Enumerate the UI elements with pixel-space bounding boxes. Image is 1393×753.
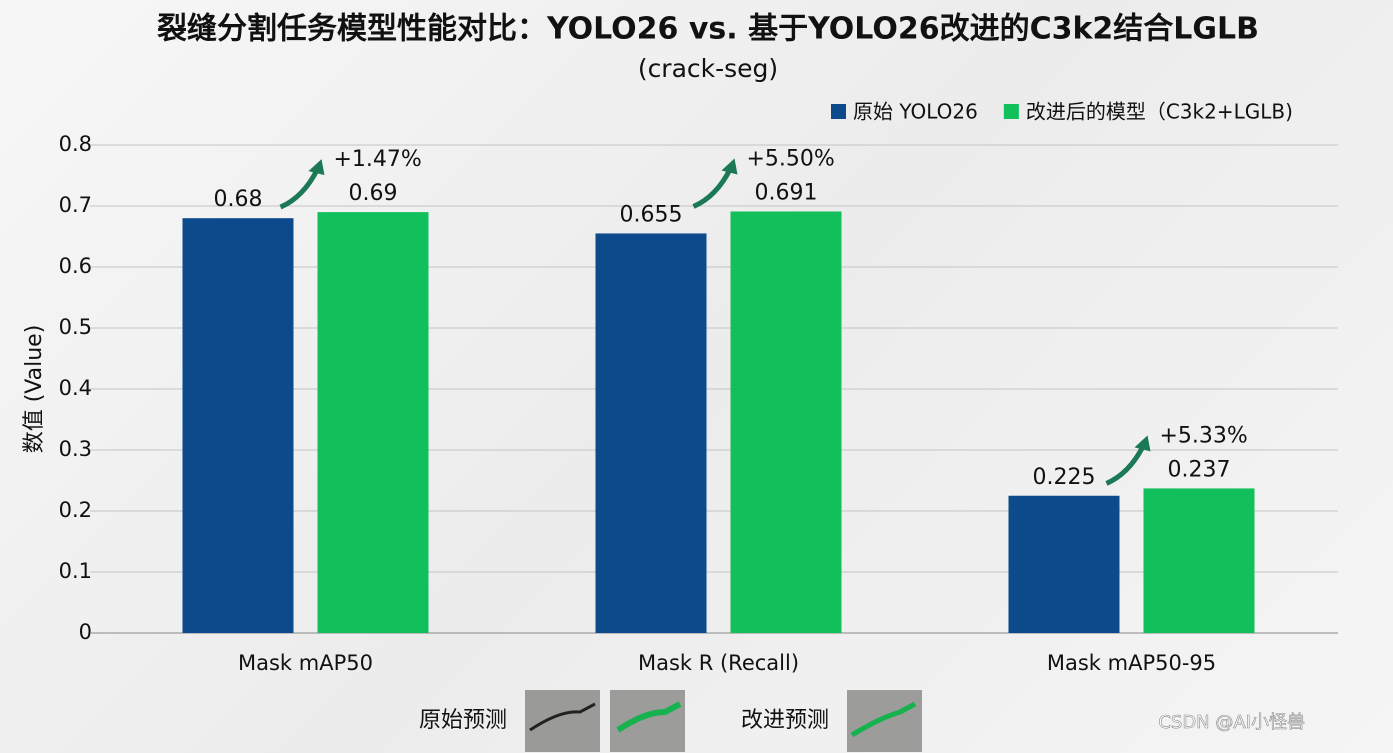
value-label: 0.69: [349, 181, 398, 206]
value-label: 0.655: [620, 202, 683, 227]
improvement-label: +1.47%: [334, 147, 422, 172]
watermark: CSDN @AI小怪兽: [1158, 712, 1305, 733]
value-label: 0.225: [1033, 465, 1096, 490]
y-tick-label: 0.3: [59, 437, 92, 461]
x-tick-label: Mask R (Recall): [638, 651, 799, 675]
crack: [850, 701, 917, 738]
sample-image: [525, 690, 600, 752]
trend-arrow: [1105, 444, 1146, 486]
y-tick-label: 0.5: [59, 315, 92, 339]
bar: [1143, 488, 1255, 633]
bar: [1008, 495, 1120, 633]
chart-title: 裂缝分割任务模型性能对比：YOLO26 vs. 基于YOLO26改进的C3k2结…: [157, 12, 1259, 47]
bar: [595, 233, 707, 633]
value-label: 0.691: [755, 180, 818, 205]
y-tick-label: 0.4: [59, 376, 92, 400]
crack: [616, 701, 682, 733]
trend-arrowhead: [721, 158, 738, 175]
y-tick-label: 0.6: [59, 254, 92, 278]
improvement-label: +5.33%: [1160, 423, 1248, 448]
chart-subtitle: (crack-seg): [638, 54, 778, 83]
bar: [182, 218, 294, 633]
y-axis-label: 数值 (Value): [22, 325, 47, 454]
x-tick-label: Mask mAP50-95: [1047, 651, 1216, 675]
crack: [529, 702, 596, 732]
bar: [730, 211, 842, 634]
sample-image: [847, 690, 922, 752]
y-tick-label: 0.1: [59, 559, 92, 583]
value-label: 0.237: [1168, 457, 1231, 482]
legend-swatch: [831, 104, 846, 119]
trend-arrow: [692, 167, 733, 209]
legend-swatch: [1003, 104, 1019, 119]
footer-label: 原始预测: [419, 708, 507, 733]
y-tick-label: 0.7: [59, 193, 92, 217]
legend-label: 改进后的模型（C3k2+LGLB): [1026, 100, 1293, 124]
trend-arrow: [279, 167, 320, 210]
bar: [317, 212, 429, 633]
y-tick-label: 0.2: [59, 498, 92, 522]
trend-arrowhead: [308, 159, 325, 176]
y-tick-label: 0.8: [59, 132, 92, 156]
x-tick-label: Mask mAP50: [238, 651, 373, 675]
value-label: 0.68: [214, 187, 263, 212]
footer-label: 改进预测: [741, 708, 829, 733]
sample-image: [610, 690, 685, 752]
footer: 原始预测 改进预测 CSDN @AI小怪兽: [419, 690, 1305, 752]
trend-arrowhead: [1134, 435, 1151, 452]
legend-label: 原始 YOLO26: [853, 100, 978, 124]
improvement-label: +5.50%: [747, 146, 835, 171]
y-tick-label: 0: [79, 620, 92, 644]
